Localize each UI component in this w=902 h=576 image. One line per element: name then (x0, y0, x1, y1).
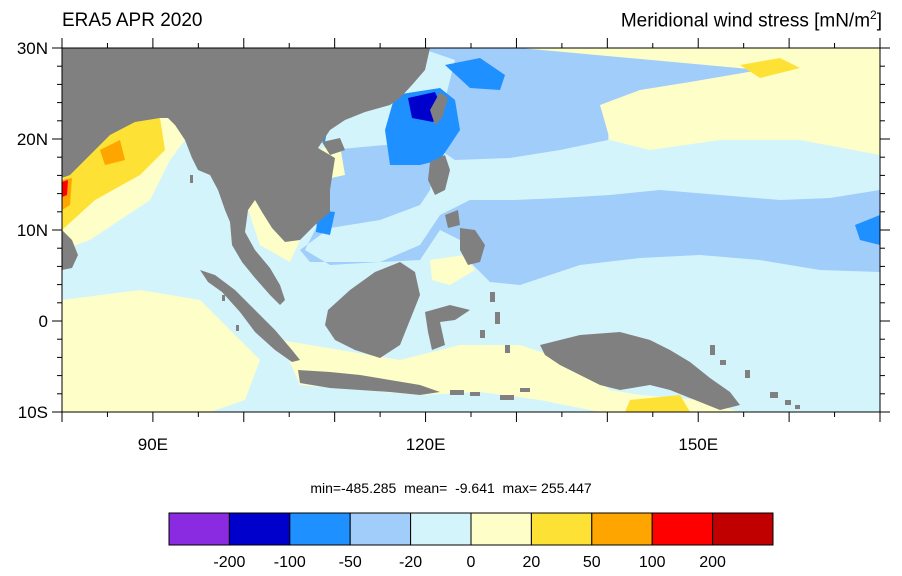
map-title-right: Meridional wind stress [mN/m2] (621, 8, 882, 32)
colorbar-label: -50 (339, 554, 362, 571)
colorbar-box (289, 512, 351, 546)
map-tick-marks (52, 38, 890, 422)
colorbar (168, 512, 774, 546)
colorbar-box (168, 512, 230, 546)
lat-tick-label: 10N (17, 221, 48, 240)
colorbar-box (712, 512, 774, 546)
title-units-text: Meridional wind stress [mN/m (620, 10, 871, 32)
colorbar-box (228, 512, 291, 546)
longitude-tick-labels: 90E 120E 150E (138, 435, 718, 454)
colorbar-box (651, 512, 714, 546)
colorbar-label: -100 (274, 554, 306, 571)
colorbar-box (470, 512, 532, 546)
map-title-left: ERA5 APR 2020 (62, 10, 203, 31)
lat-tick-label: 0 (39, 312, 48, 331)
title-units-superscript: 2 (870, 8, 877, 22)
colorbar-label: 100 (639, 554, 666, 571)
lat-tick-label: 10S (18, 403, 48, 422)
small-islands (190, 175, 800, 409)
wind-stress-band-plus50 (62, 58, 800, 412)
colorbar-box (591, 512, 653, 546)
land-masses (62, 48, 740, 410)
colorbar-labels: -200 -100 -50 -20 0 20 50 100 200 (213, 554, 726, 571)
colorbar-box (530, 512, 593, 546)
lat-tick-label: 20N (17, 130, 48, 149)
lon-tick-label: 90E (138, 435, 168, 454)
colorbar-label: 200 (699, 554, 726, 571)
lon-tick-label: 120E (406, 435, 446, 454)
colorbar-label: 20 (523, 554, 541, 571)
colorbar-box (410, 512, 472, 546)
colorbar-label: 50 (583, 554, 601, 571)
wind-stress-band-plus200 (62, 180, 68, 197)
latitude-tick-labels: 30N 20N 10N 0 10S (17, 39, 48, 422)
colorbar-label: -200 (213, 554, 245, 571)
colorbar-label: 0 (467, 554, 476, 571)
lon-tick-label: 150E (678, 435, 718, 454)
stats-line: min=-485.285 mean= -9.641 max= 255.447 (310, 480, 592, 496)
lat-tick-label: 30N (17, 39, 48, 58)
colorbar-label: -20 (399, 554, 422, 571)
map-plot-area (62, 48, 880, 412)
title-units-close: ] (876, 10, 882, 32)
colorbar-box (349, 512, 412, 546)
